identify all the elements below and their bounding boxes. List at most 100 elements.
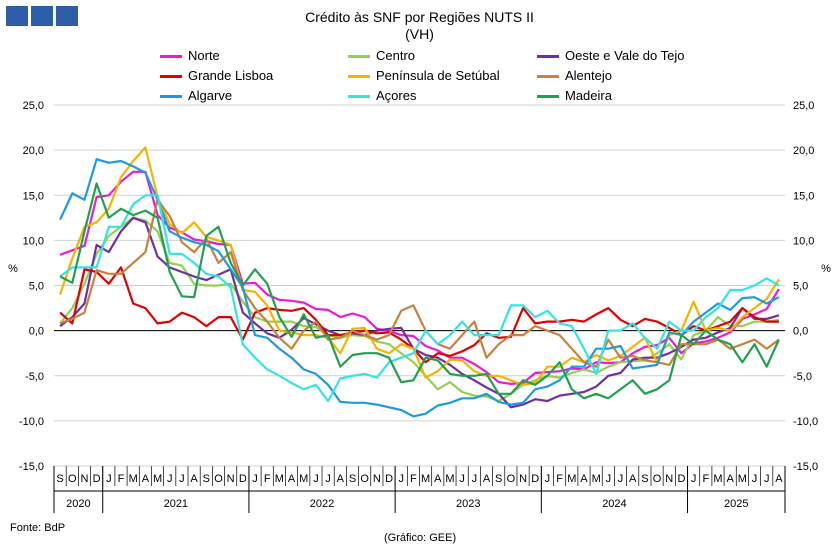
x-month-label: O	[68, 473, 77, 485]
x-month-label: J	[606, 473, 612, 485]
y-tick-label-right: -15,0	[793, 461, 818, 473]
chart-credit: (Gráfico: GEE)	[384, 532, 457, 544]
legend-label: Centro	[376, 48, 416, 63]
x-month-label: F	[702, 473, 709, 485]
legend-label: Madeira	[565, 88, 612, 103]
x-month-label: M	[567, 473, 576, 485]
x-month-label: D	[531, 473, 539, 485]
x-month-label: N	[665, 473, 673, 485]
legend-swatch	[537, 95, 559, 98]
source-note: Fonte: BdP	[10, 522, 66, 534]
x-month-label: F	[556, 473, 563, 485]
y-axis-label-right: %	[821, 263, 831, 275]
x-month-label: O	[360, 473, 369, 485]
x-month-label: D	[93, 473, 101, 485]
x-month-label: J	[472, 473, 478, 485]
x-year-label: 2021	[164, 498, 188, 510]
x-month-label: M	[421, 473, 430, 485]
y-tick-label-left: 10,0	[23, 235, 44, 247]
y-tick-label-left: 20,0	[23, 145, 44, 157]
logo-block	[31, 6, 53, 26]
y-tick-label-left: 25,0	[23, 100, 44, 112]
x-year-label: 2023	[456, 498, 480, 510]
x-month-label: O	[214, 473, 223, 485]
series-line-acores	[59, 194, 780, 403]
x-month-label: M	[153, 473, 162, 485]
x-month-label: F	[118, 473, 125, 485]
y-tick-label-left: 0,0	[29, 326, 44, 338]
legend-label: Península de Setúbal	[376, 68, 500, 83]
x-month-label: S	[349, 473, 356, 485]
chart-subtitle: (VH)	[405, 26, 434, 42]
chart-title: Crédito às SNF por Regiões NUTS II	[305, 9, 534, 25]
legend: Norte Centro Oeste e Vale do Tejo Grande Li…	[0, 0, 839, 110]
x-month-label: S	[56, 473, 63, 485]
legend-swatch	[160, 55, 182, 58]
legend-swatch	[537, 55, 559, 58]
series-line-madeira	[59, 182, 780, 400]
x-month-label: N	[519, 473, 527, 485]
y-tick-label-right: 0,0	[793, 326, 808, 338]
y-tick-label-left: -10,0	[19, 416, 44, 428]
x-month-label: O	[507, 473, 516, 485]
series-line-algarve	[59, 158, 780, 418]
legend-swatch	[348, 75, 370, 78]
x-month-label: M	[713, 473, 722, 485]
x-month-label: S	[641, 473, 648, 485]
x-month-label: S	[495, 473, 502, 485]
x-month-label: A	[190, 473, 198, 485]
y-tick-label-right: 10,0	[793, 235, 814, 247]
y-tick-label-left: -15,0	[19, 461, 44, 473]
x-month-label: J	[398, 473, 404, 485]
x-month-label: F	[264, 473, 271, 485]
x-month-label: M	[738, 473, 747, 485]
x-month-label: D	[677, 473, 685, 485]
x-month-label: A	[337, 473, 345, 485]
x-month-label: A	[775, 473, 783, 485]
x-month-label: J	[545, 473, 551, 485]
x-month-label: A	[580, 473, 588, 485]
y-tick-label-right: 5,0	[793, 281, 808, 293]
x-year-label: 2020	[66, 498, 90, 510]
x-month-label: O	[653, 473, 662, 485]
y-tick-label-right: 15,0	[793, 190, 814, 202]
x-month-label: J	[179, 473, 185, 485]
legend-swatch	[348, 55, 370, 58]
x-month-label: J	[325, 473, 331, 485]
x-month-label: N	[373, 473, 381, 485]
legend-label: Grande Lisboa	[188, 68, 274, 83]
y-tick-label-left: 15,0	[23, 190, 44, 202]
x-month-label: A	[629, 473, 637, 485]
x-month-label: N	[80, 473, 88, 485]
y-tick-label-right: -10,0	[793, 416, 818, 428]
series-line-grande-lisboa	[59, 266, 779, 364]
x-month-label: F	[410, 473, 417, 485]
x-month-label: S	[203, 473, 210, 485]
x-year-label: 2025	[724, 498, 748, 510]
x-month-label: J	[106, 473, 112, 485]
y-axis-label-left: %	[8, 263, 18, 275]
legend-label: Oeste e Vale do Tejo	[565, 48, 685, 63]
x-month-label: J	[691, 473, 697, 485]
x-year-label: 2024	[602, 498, 626, 510]
x-month-label: D	[385, 473, 393, 485]
legend-swatch	[160, 75, 182, 78]
legend-swatch	[348, 95, 370, 98]
x-month-label: D	[239, 473, 247, 485]
y-tick-label-left: -5,0	[25, 371, 44, 383]
x-month-label: A	[483, 473, 491, 485]
x-month-label: J	[252, 473, 258, 485]
y-tick-label-right: 20,0	[793, 145, 814, 157]
y-tick-label-right: 25,0	[793, 100, 814, 112]
x-month-label: M	[129, 473, 138, 485]
x-month-label: N	[227, 473, 235, 485]
legend-label: Algarve	[188, 88, 233, 103]
legend-label: Alentejo	[565, 68, 612, 83]
x-month-label: J	[618, 473, 624, 485]
x-month-label: J	[459, 473, 465, 485]
x-month-label: M	[592, 473, 601, 485]
x-month-label: J	[313, 473, 319, 485]
x-year-label: 2022	[310, 498, 334, 510]
legend-swatch	[537, 75, 559, 78]
